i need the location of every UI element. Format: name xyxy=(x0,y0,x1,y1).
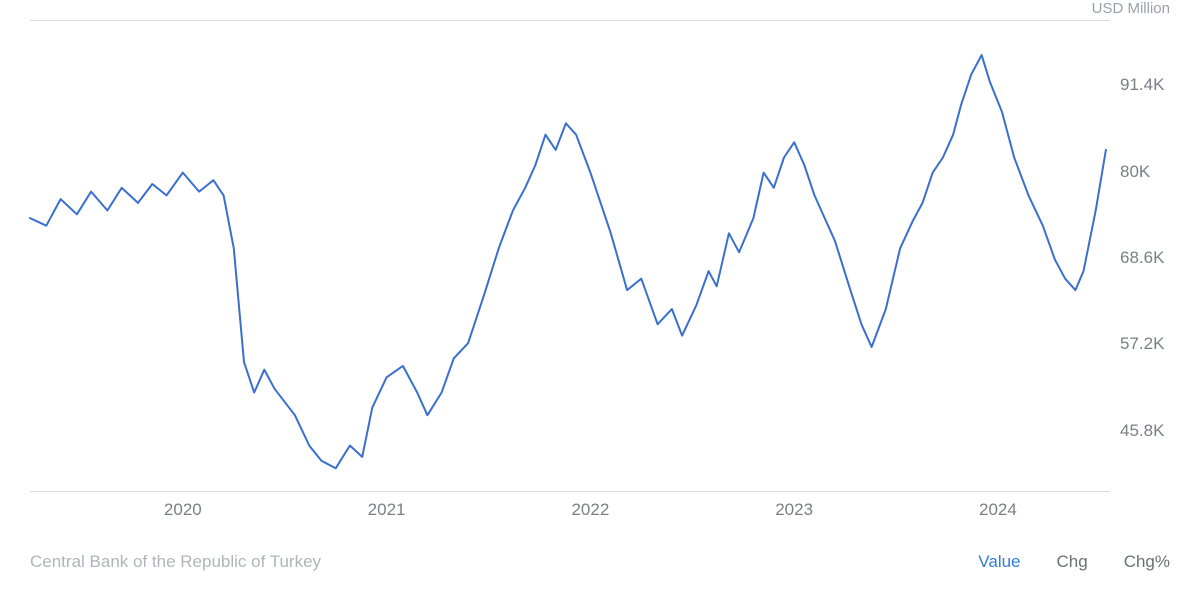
x-tick-label: 2020 xyxy=(164,500,202,520)
x-tick-label: 2021 xyxy=(368,500,406,520)
display-tabs: Value Chg Chg% xyxy=(978,552,1170,572)
chart-container: USD Million 45.8K 57.2K 68.6K 80K 91.4K 2020… xyxy=(0,0,1200,600)
y-tick-label: 57.2K xyxy=(1120,334,1164,354)
x-tick-label: 2022 xyxy=(571,500,609,520)
unit-label: USD Million xyxy=(1092,0,1170,17)
plot-area[interactable] xyxy=(30,20,1110,492)
tab-chg[interactable]: Chg xyxy=(1057,552,1088,572)
tab-chg-pct[interactable]: Chg% xyxy=(1124,552,1170,572)
tab-value[interactable]: Value xyxy=(978,552,1020,572)
chart-footer: Central Bank of the Republic of Turkey V… xyxy=(30,552,1170,572)
x-tick-label: 2024 xyxy=(979,500,1017,520)
x-tick-label: 2023 xyxy=(775,500,813,520)
source-label: Central Bank of the Republic of Turkey xyxy=(30,552,321,572)
y-tick-label: 91.4K xyxy=(1120,75,1164,95)
y-tick-label: 80K xyxy=(1120,162,1150,182)
line-chart-svg xyxy=(30,21,1110,491)
y-tick-label: 68.6K xyxy=(1120,248,1164,268)
y-tick-label: 45.8K xyxy=(1120,421,1164,441)
